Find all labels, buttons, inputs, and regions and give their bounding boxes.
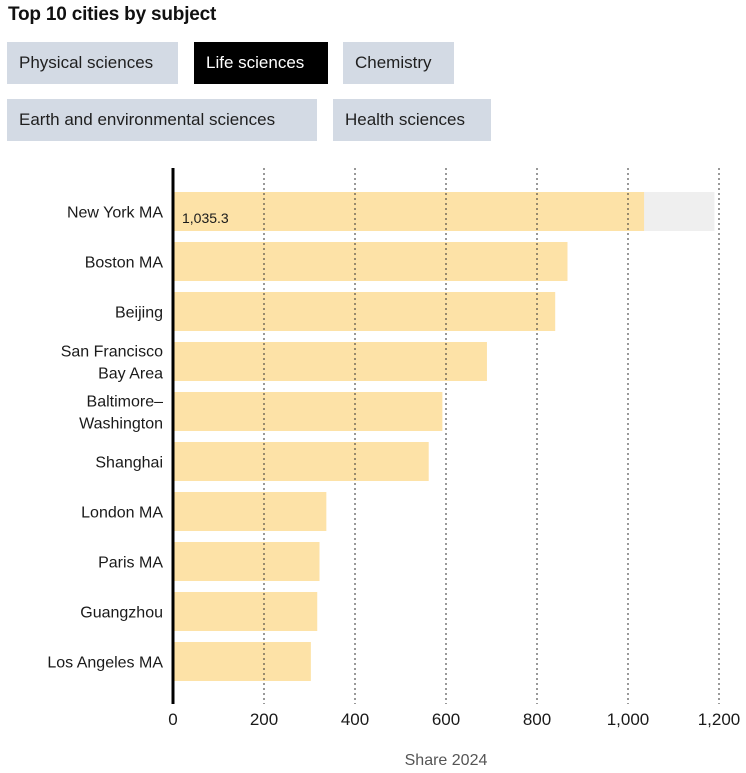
tab-chemistry[interactable]: Chemistry	[343, 42, 454, 84]
x-axis-label: Share 2024	[405, 752, 488, 769]
bar	[173, 592, 318, 631]
bar	[173, 492, 327, 531]
tab-health-sciences[interactable]: Health sciences	[333, 99, 491, 141]
x-tick-label: 200	[250, 710, 278, 729]
category-label: San Francisco	[61, 344, 163, 361]
data-label: 1,035.3	[182, 210, 229, 226]
category-label: Shanghai	[95, 455, 163, 472]
category-label: Baltimore–	[87, 394, 164, 411]
category-label: Paris MA	[98, 555, 163, 572]
bar	[173, 342, 487, 381]
x-tick-label: 0	[168, 710, 177, 729]
bar	[173, 192, 645, 231]
x-tick-label: 1,000	[607, 710, 650, 729]
tab-physical-sciences[interactable]: Physical sciences	[7, 42, 178, 84]
x-tick-label: 400	[341, 710, 369, 729]
bar	[173, 242, 568, 281]
bar	[173, 442, 429, 481]
category-label: London MA	[81, 505, 163, 522]
bar	[173, 642, 311, 681]
bar	[173, 542, 320, 581]
tab-life-sciences[interactable]: Life sciences	[194, 42, 328, 84]
category-label: Washington	[79, 416, 163, 433]
bar	[173, 392, 443, 431]
tab-earth-environmental-sciences[interactable]: Earth and environmental sciences	[7, 99, 317, 141]
category-label: Boston MA	[85, 255, 164, 272]
bar-chart: New York MA Boston MA Beijing San Francisco…	[47, 168, 741, 769]
x-tick-label: 1,200	[698, 710, 741, 729]
category-label: Guangzhou	[80, 605, 163, 622]
category-label: Bay Area	[98, 366, 163, 383]
category-label: Los Angeles MA	[47, 655, 163, 672]
bar	[173, 292, 556, 331]
chart-title: Top 10 cities by subject	[8, 4, 217, 25]
category-label: New York MA	[67, 205, 163, 222]
x-tick-label: 800	[523, 710, 551, 729]
x-tick-label: 600	[432, 710, 460, 729]
category-label: Beijing	[115, 305, 163, 322]
